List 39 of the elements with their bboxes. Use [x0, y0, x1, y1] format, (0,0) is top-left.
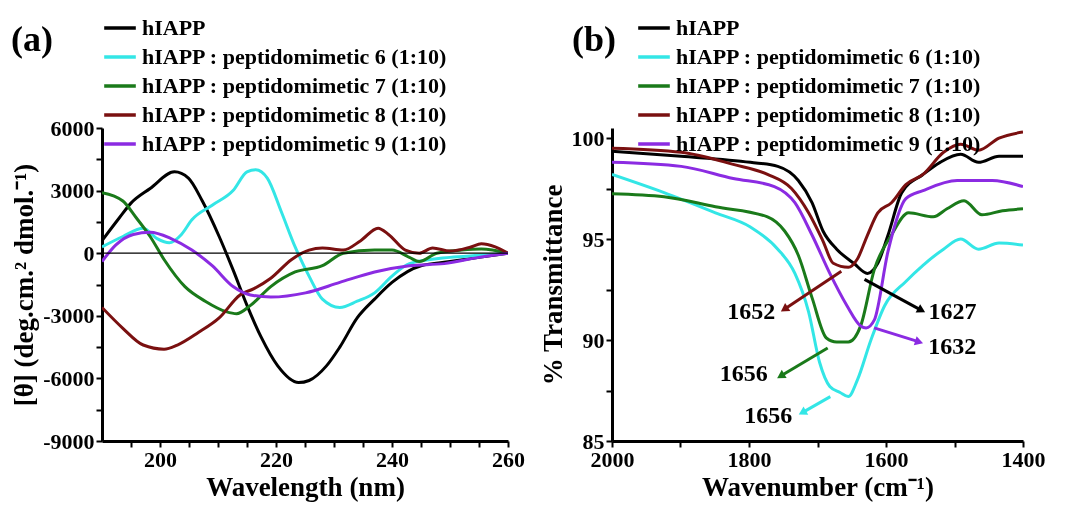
legend-label: hIAPP : peptidomimetic 6 (1:10) [142, 44, 447, 69]
x-tick-label: 240 [376, 446, 409, 472]
x-tick-label: 1400 [1001, 446, 1046, 472]
y-axis-title: % Transmittance [537, 184, 568, 386]
line-series [612, 130, 1023, 269]
legend-label: hIAPP : peptidomimetic 7 (1:10) [142, 73, 447, 98]
annotation: 1632 [928, 332, 977, 359]
y-tick-label: 3000 [50, 178, 95, 204]
legend-label: hIAPP : peptidomimetic 6 (1:10) [676, 44, 981, 69]
chart-title: (a) [11, 19, 53, 59]
y-tick-label: -3000 [43, 303, 95, 329]
y-tick-label: -6000 [43, 365, 95, 391]
annotation: 1656 [719, 360, 768, 387]
x-tick-label: 260 [492, 446, 525, 472]
legend-label: hIAPP : peptidomimetic 8 (1:10) [676, 102, 981, 127]
y-tick-label: 100 [571, 125, 605, 151]
y-axis-title: [θ] (deg.cm.² dmol.⁻¹) [9, 163, 40, 407]
y-tick-label: 95 [582, 226, 605, 252]
legend-label: hIAPP : peptidomimetic 8 (1:10) [142, 102, 447, 127]
y-tick-label: 0 [83, 240, 95, 266]
x-tick-label: 220 [260, 446, 293, 472]
x-tick-label: 200 [144, 446, 177, 472]
x-axis-title: Wavenumber (cm⁻¹) [702, 471, 934, 502]
annotation: 1627 [928, 298, 977, 325]
chart-title: (b) [572, 19, 616, 59]
legend-label: hIAPP : peptidomimetic 7 (1:10) [676, 73, 981, 98]
x-tick-label: 1800 [727, 446, 772, 472]
legend-label: hIAPP [142, 15, 206, 40]
y-tick-label: -9000 [43, 428, 95, 454]
x-axis-title: Wavelength (nm) [206, 471, 405, 502]
x-tick-label: 1600 [864, 446, 909, 472]
annotation: 1656 [744, 401, 793, 428]
legend-label: hIAPP : peptidomimetic 9 (1:10) [142, 131, 447, 156]
y-tick-label: 90 [582, 327, 605, 353]
line-series [612, 160, 1023, 330]
line-series [612, 172, 1023, 399]
y-tick-label: 6000 [50, 115, 95, 141]
legend-label: hIAPP [676, 15, 740, 40]
annotation: 1652 [727, 298, 776, 325]
